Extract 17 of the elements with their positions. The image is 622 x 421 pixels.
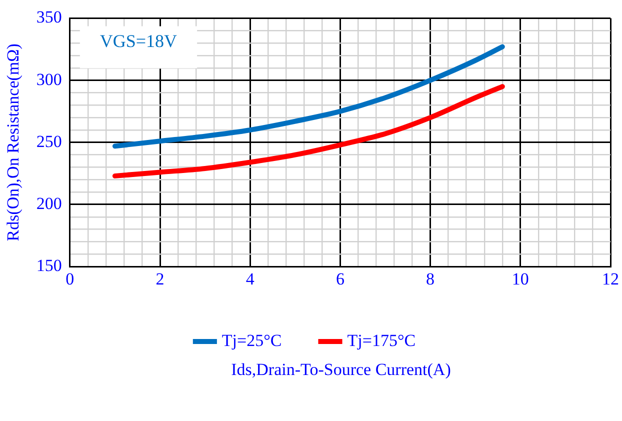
x-tick-label: 4 <box>246 269 255 288</box>
x-tick-label: 0 <box>66 269 74 288</box>
y-tick-label: 300 <box>36 70 62 89</box>
y-axis-title: Rds(On),On Resistance(mΩ) <box>4 44 23 242</box>
y-tick-label: 250 <box>36 132 62 151</box>
y-tick-label: 200 <box>36 194 62 213</box>
annotation: VGS=18V <box>100 30 178 51</box>
x-axis-title: Ids,Drain-To-Source Current(A) <box>230 360 452 380</box>
legend-label: Tj=25°C <box>222 330 282 350</box>
x-tick-label: 6 <box>336 269 344 288</box>
y-tick-label: 150 <box>36 256 62 276</box>
x-tick-label: 2 <box>156 269 164 288</box>
legend-label: Tj=175°C <box>347 330 416 350</box>
x-tick-label: 10 <box>512 269 529 288</box>
x-tick-label: 12 <box>602 269 619 288</box>
x-tick-label: 8 <box>426 269 435 288</box>
y-tick-label: 350 <box>36 8 62 27</box>
